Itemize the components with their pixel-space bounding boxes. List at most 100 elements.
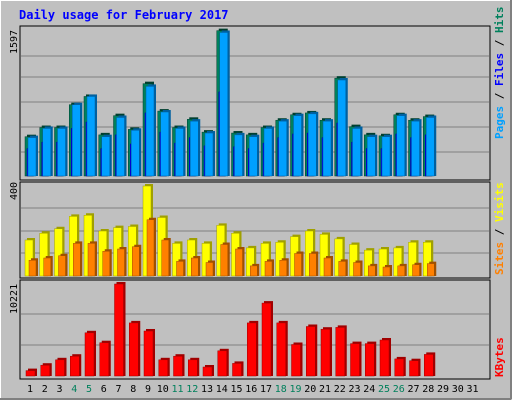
x-label-day-6: 6 [101, 384, 107, 395]
kbytes-bar-8-face [129, 322, 139, 377]
pages-bar-26-face [396, 115, 405, 177]
sites-bar-20-face [309, 253, 317, 277]
sites-bar-3-face [58, 255, 66, 277]
sites-bar-2-face [43, 257, 51, 277]
kbytes-bar-3 [55, 357, 67, 377]
sites-bar-15-face [235, 248, 243, 277]
sites-bar-16 [250, 263, 260, 277]
pages-bar-13-face [204, 132, 214, 177]
x-label-day-20: 20 [304, 384, 316, 395]
x-label-day-9: 9 [145, 384, 151, 395]
pages-bar-11 [175, 126, 186, 177]
visits-axis-title: Sites / Visits [493, 182, 506, 275]
pages-bar-1-face [27, 137, 37, 177]
pages-bar-8-face [131, 130, 140, 177]
x-label-day-31: 31 [466, 384, 478, 395]
pages-bar-19-face [293, 115, 302, 177]
kbytes-bar-10 [158, 357, 170, 377]
kbytes-bar-16-face [247, 322, 257, 377]
pages-bar-16-face [249, 136, 258, 177]
pages-bar-13 [204, 131, 215, 177]
pages-bar-22-face [337, 79, 346, 177]
pages-bar-19 [293, 113, 304, 177]
sites-bar-27 [412, 262, 422, 277]
kbytes-bar-2 [40, 363, 52, 377]
pages-bar-1 [27, 135, 38, 177]
kbytes-bar-11-face [173, 355, 183, 377]
pages-bar-26 [396, 113, 407, 177]
sites-bar-11-face [176, 261, 184, 277]
axis-title-visits: Visits [493, 182, 506, 222]
sites-bar-22 [338, 259, 348, 277]
sites-bar-28 [427, 261, 437, 277]
kbytes-bar-4-face [70, 355, 80, 377]
kbytes-bar-18-face [276, 322, 286, 377]
axis-title-files: Files [493, 53, 506, 86]
axis-title-sep-1: / [493, 86, 506, 106]
kbytes-bar-5-face [84, 332, 95, 377]
sites-bar-8-face [132, 246, 140, 277]
sites-bar-27-face [412, 264, 420, 277]
sites-bar-12-face [191, 257, 199, 277]
x-label-day-3: 3 [56, 384, 62, 395]
hits-ymax-label: 1597 [9, 30, 20, 54]
x-label-day-11: 11 [171, 384, 183, 395]
pages-bar-14-face [219, 32, 228, 177]
sites-bar-10-face [161, 239, 169, 277]
x-label-day-25: 25 [378, 384, 390, 395]
kbytes-bar-21-face [320, 328, 331, 377]
kbytes-bar-8 [129, 320, 141, 377]
kbytes-bar-9 [143, 328, 155, 377]
kbytes-bar-5 [84, 330, 96, 377]
sites-bar-19 [294, 251, 304, 277]
x-label-day-15: 15 [230, 384, 242, 395]
pages-bar-25 [381, 134, 392, 177]
pages-bar-18 [278, 119, 289, 177]
kbytes-axis-title: KBytes [493, 337, 506, 377]
kbytes-bar-26-face [394, 358, 404, 377]
sites-bar-13-face [205, 262, 214, 277]
hits-axis-title: Pages / Files / Hits [493, 7, 506, 140]
axis-title-sites: Sites [493, 242, 506, 275]
kbytes-bar-9-face [143, 330, 154, 377]
pages-bar-2-face [42, 128, 51, 177]
sites-bar-1 [28, 258, 38, 277]
kbytes-bar-23 [350, 341, 362, 377]
kbytes-bar-25-face [379, 339, 390, 377]
pages-bar-10 [160, 110, 171, 177]
x-label-day-4: 4 [71, 384, 77, 395]
kbytes-bar-6 [99, 340, 111, 377]
sites-bar-9 [146, 217, 156, 277]
pages-bar-8 [131, 128, 142, 177]
sites-bar-26-face [397, 265, 405, 277]
x-label-day-14: 14 [216, 384, 228, 395]
sites-bar-28-face [427, 263, 435, 277]
x-label-day-13: 13 [201, 384, 213, 395]
sites-bar-24 [368, 263, 378, 277]
sites-bar-15 [235, 247, 245, 277]
pages-bar-5-face [86, 96, 96, 177]
kbytes-bar-17-face [261, 302, 272, 377]
pages-bar-21 [322, 119, 333, 177]
kbytes-bar-7 [114, 282, 126, 377]
x-label-day-30: 30 [452, 384, 464, 395]
x-label-day-18: 18 [275, 384, 287, 395]
sites-bar-25-face [382, 266, 391, 277]
sites-bar-4-face [73, 243, 81, 277]
kbytes-bar-24-face [365, 343, 375, 377]
kbytes-bar-22 [335, 325, 347, 377]
kbytes-bar-27-face [409, 360, 419, 377]
kbytes-bar-28 [424, 352, 436, 377]
x-label-day-10: 10 [157, 384, 169, 395]
pages-bar-6-face [101, 136, 110, 177]
pages-bar-24-face [367, 136, 376, 177]
kbytes-bar-19 [291, 342, 303, 377]
pages-bar-4-face [72, 104, 81, 177]
pages-bar-20-face [308, 113, 317, 177]
axis-title-sep-3: / [493, 222, 506, 242]
pages-bar-27 [411, 119, 422, 177]
kbytes-bar-12-face [188, 359, 198, 377]
sites-bar-7 [117, 247, 127, 277]
x-label-day-23: 23 [348, 384, 360, 395]
sites-bar-25 [382, 265, 392, 277]
